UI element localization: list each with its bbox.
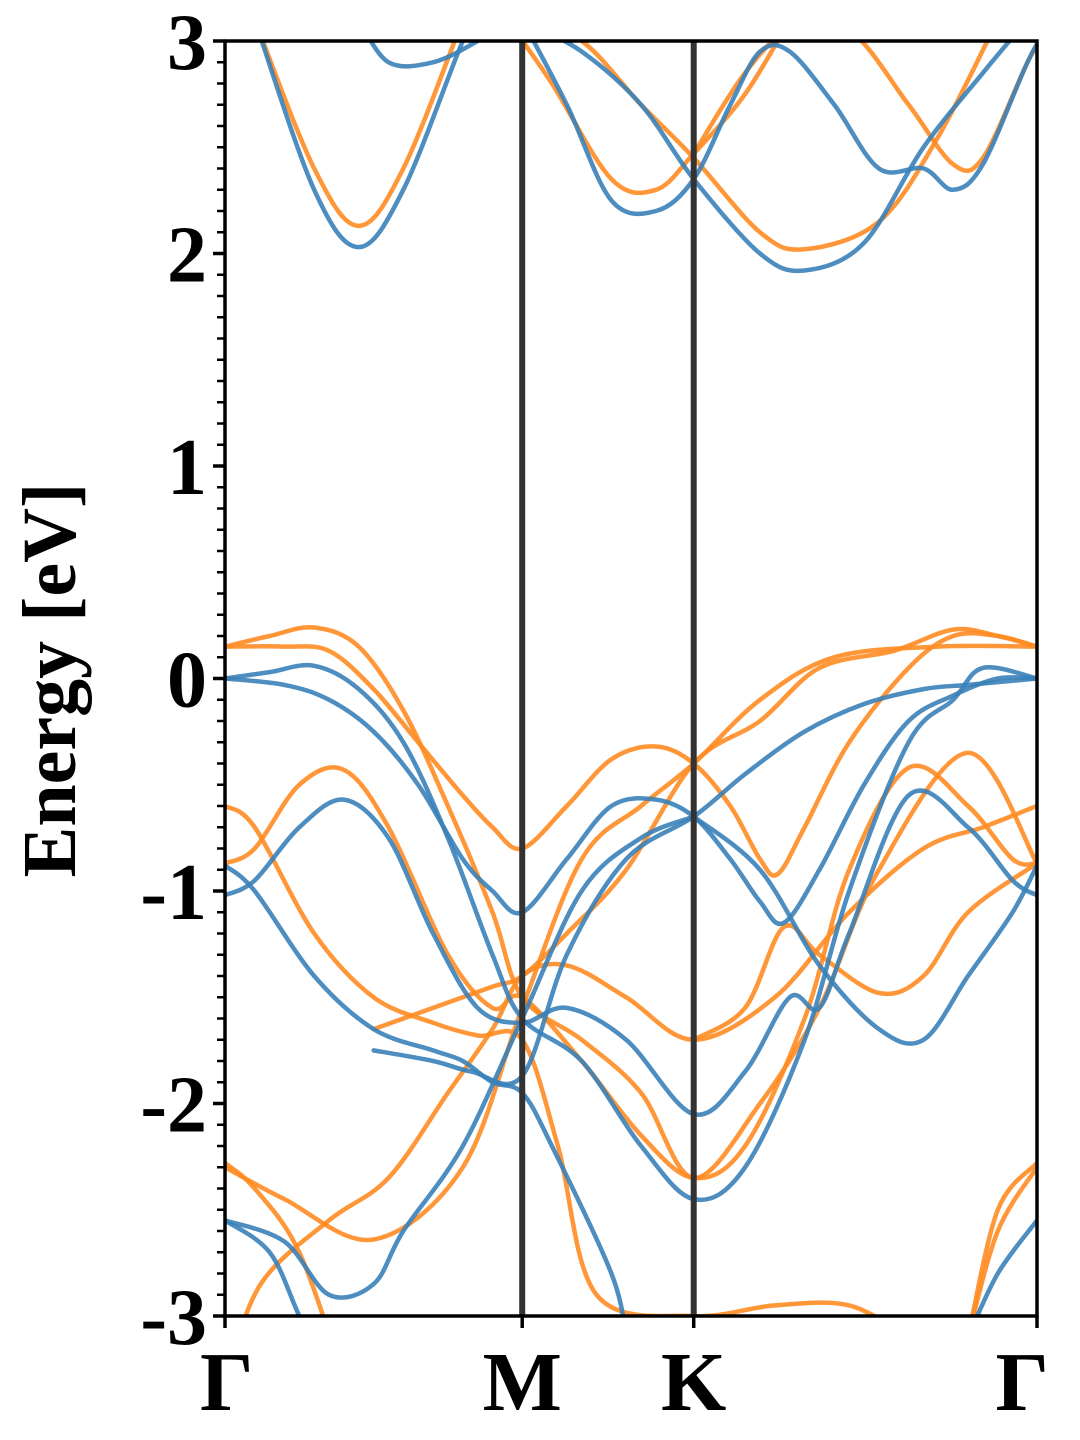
x-tick-label: Γ [200, 1336, 253, 1429]
band-line [225, 863, 626, 1316]
band-line [225, 763, 1037, 1181]
band-line [974, 1218, 1037, 1316]
band-line [530, 41, 1037, 217]
y-tick-label: -2 [140, 1062, 207, 1150]
band-line [225, 1218, 302, 1316]
band-line [225, 630, 1037, 878]
band-line [225, 624, 1037, 1181]
band-line [259, 41, 466, 250]
band-line [225, 662, 1037, 1203]
high-symmetry-lines [519, 41, 697, 1316]
y-tick-label: 2 [167, 212, 207, 300]
y-tick-label: -3 [140, 1274, 207, 1362]
band-line [225, 675, 1037, 927]
x-tick-label: Γ [996, 1336, 1049, 1429]
y-tick-label: -1 [140, 849, 207, 937]
band-series-group [225, 41, 1037, 1316]
y-ticks: 3 2 1 0 -1 -2 -3 [140, 0, 225, 1362]
band-line [243, 803, 1037, 1316]
y-tick-label: 3 [167, 0, 207, 87]
band-line [368, 41, 482, 69]
band-line [225, 788, 1037, 1117]
band-line [225, 814, 696, 1300]
band-line [225, 643, 1037, 1243]
band-line [691, 814, 1037, 1046]
band-line [970, 1160, 1037, 1316]
band-line [260, 41, 458, 229]
band-line [559, 41, 1013, 274]
x-tick-label: K [661, 1336, 726, 1429]
y-tick-label: 1 [167, 424, 207, 512]
y-axis-label: Energy [eV] [8, 483, 92, 878]
band-line [519, 41, 781, 196]
y-tick-label: 0 [167, 637, 207, 725]
band-line [577, 41, 990, 252]
band-line [691, 861, 1037, 1043]
x-tick-label: M [483, 1336, 562, 1429]
band-line [371, 676, 1037, 1087]
